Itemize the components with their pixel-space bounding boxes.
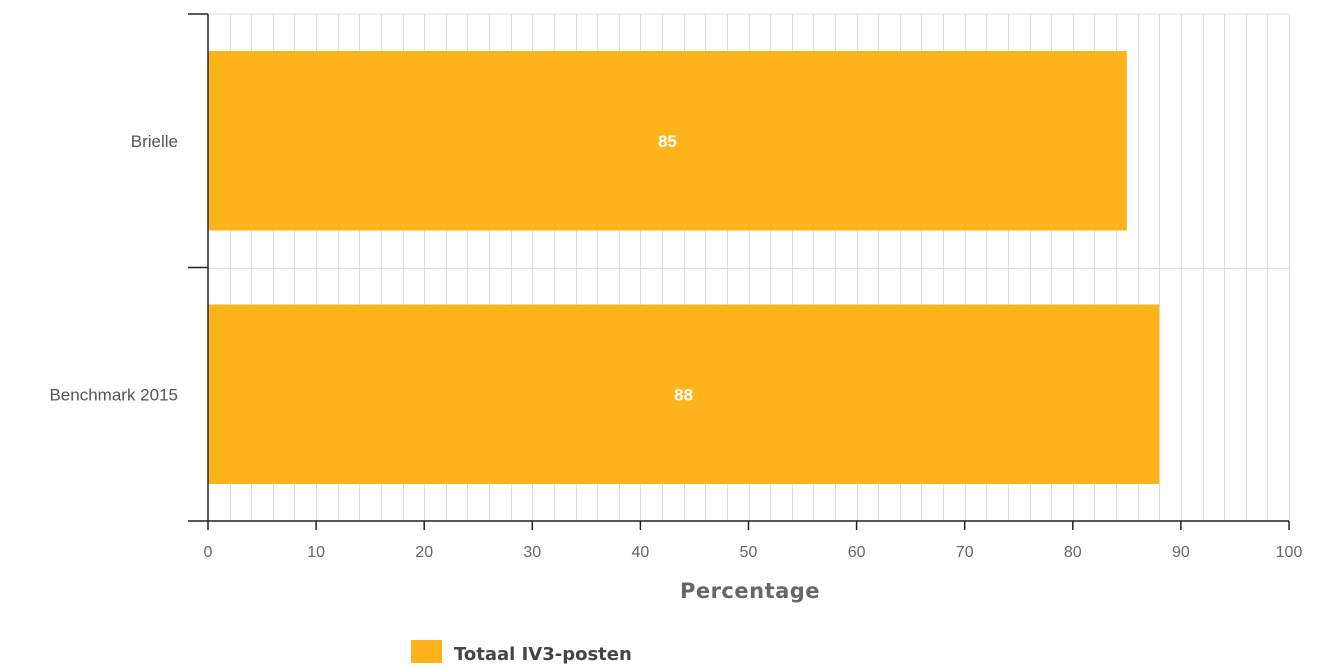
axes bbox=[188, 13, 1290, 530]
legend-label: Totaal IV3-posten bbox=[454, 644, 632, 665]
bar-value-label: 88 bbox=[674, 385, 693, 404]
bar bbox=[208, 304, 1160, 484]
x-tick-label: 60 bbox=[848, 544, 866, 561]
x-tick-label: 90 bbox=[1172, 544, 1190, 561]
x-tick-label: 10 bbox=[307, 544, 325, 561]
category-label: Benchmark 2015 bbox=[49, 385, 178, 404]
category-label: Brielle bbox=[131, 132, 178, 151]
x-tick-label: 100 bbox=[1276, 544, 1303, 561]
x-tick-label: 40 bbox=[632, 544, 650, 561]
legend-swatch bbox=[411, 640, 442, 663]
x-tick-label: 70 bbox=[956, 544, 974, 561]
x-tick-label: 0 bbox=[204, 544, 213, 561]
x-axis-title: Percentage bbox=[680, 579, 820, 603]
bars: 85 88 bbox=[208, 51, 1160, 484]
legend[interactable]: Totaal IV3-posten bbox=[411, 640, 632, 665]
bar bbox=[208, 51, 1127, 231]
x-tick-label: 30 bbox=[523, 544, 541, 561]
bar-value-label: 85 bbox=[658, 132, 677, 151]
tick-labels: 0 10 20 30 40 50 60 70 80 90 100 bbox=[204, 544, 1303, 561]
x-tick-label: 20 bbox=[415, 544, 433, 561]
category-labels: Brielle Benchmark 2015 bbox=[49, 132, 178, 405]
x-tick-label: 80 bbox=[1064, 544, 1082, 561]
x-tick-label: 50 bbox=[740, 544, 758, 561]
